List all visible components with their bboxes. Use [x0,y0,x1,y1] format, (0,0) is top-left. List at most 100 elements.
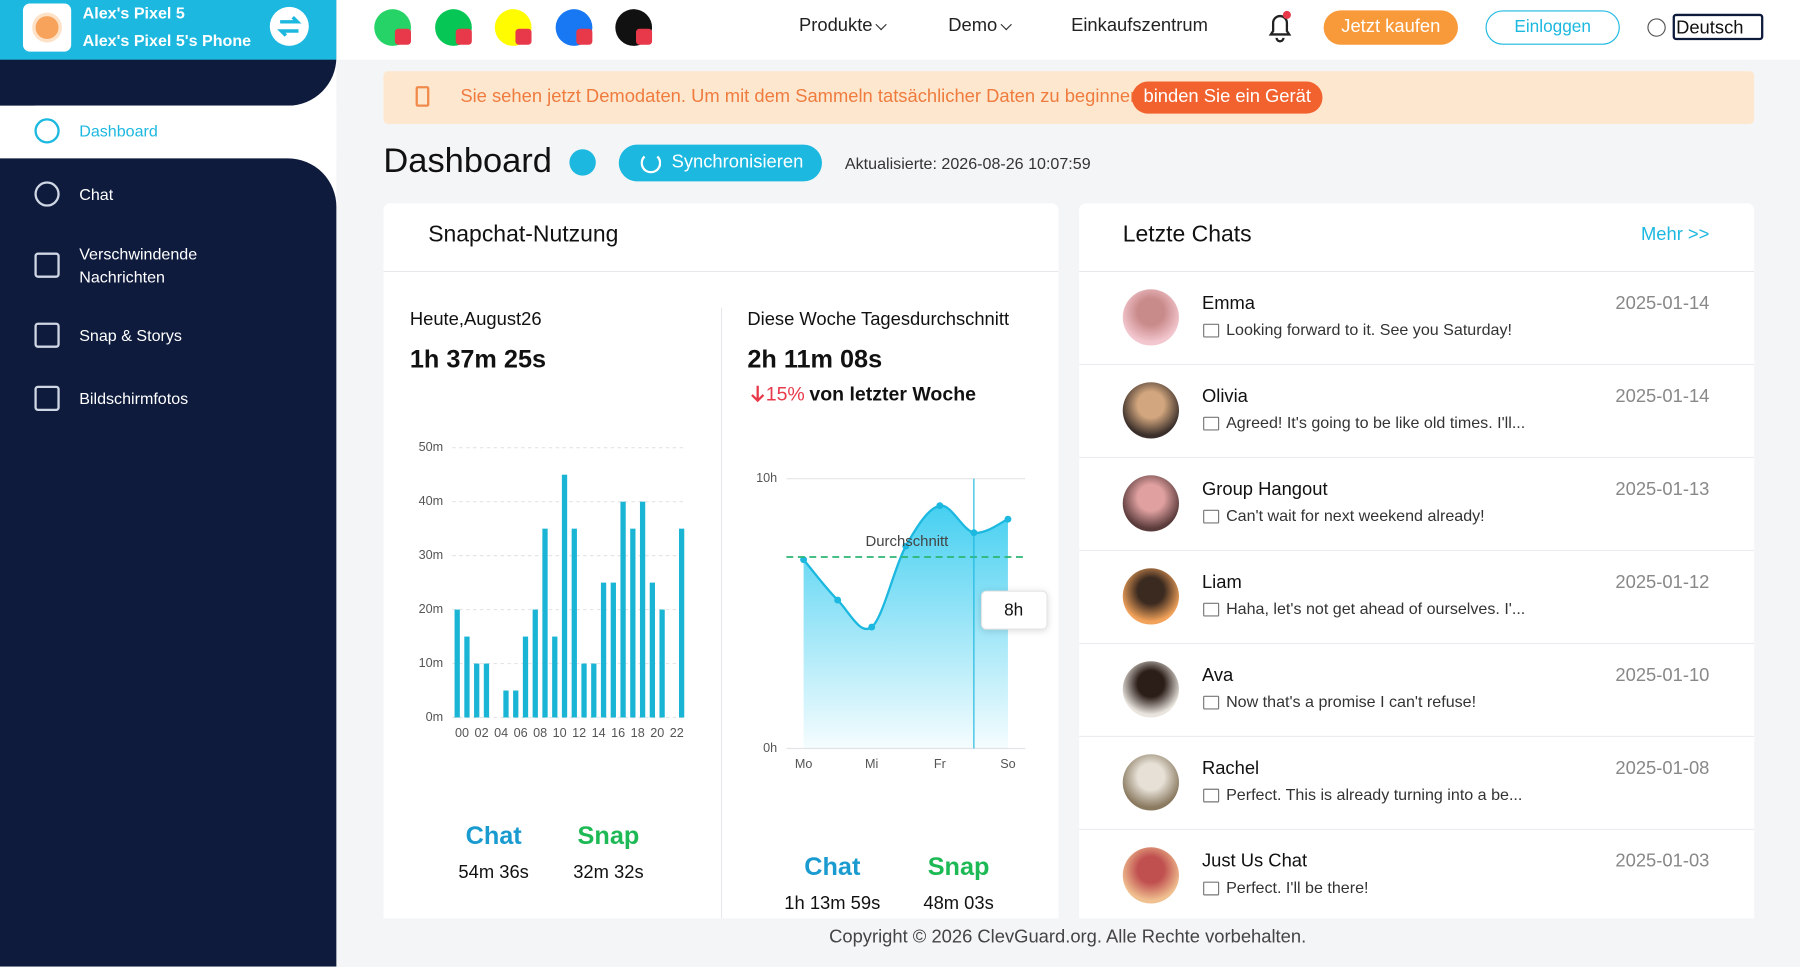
x-tick-label: 00 [455,726,469,740]
y-tick-label: 30m [419,548,444,562]
chat-name: Liam [1201,572,1242,593]
x-tick-label: 10 [553,726,567,740]
chat-row[interactable]: Olivia Agreed! It's going to be like old … [1079,365,1755,459]
buy-button[interactable]: Jetzt kaufen [1323,10,1458,45]
x-tick-label: 06 [514,726,528,740]
gift-badge [455,28,472,45]
nav-item[interactable]: Produkte [799,16,873,36]
more-link[interactable]: Mehr >> [1640,225,1710,245]
y-tick-label: 10h [756,471,777,485]
switch-device[interactable] [269,6,309,46]
bell-icon [1268,10,1292,43]
menu-icon [34,385,60,411]
message-icon [1203,881,1220,896]
banner-text: Sie sehen jetzt Demodaten. Um mit dem Sa… [460,87,1146,107]
chat-message: Looking forward to it. See you Saturday! [1226,320,1512,339]
sync-icon [640,152,662,174]
language-select[interactable]: Deutsch [1672,13,1764,41]
message-icon [1203,416,1220,431]
footer: Copyright © 2026 ClevGuard.org. Alle Rec… [829,927,1307,948]
avatar [1122,568,1179,625]
bell[interactable] [1265,9,1295,43]
chat-name: Ava [1201,665,1234,686]
tooltip-text: 8h [1004,599,1023,619]
chat-date: 2025-01-12 [1615,572,1710,593]
device-name: Alex's Pixel 5 [82,3,185,22]
avatar [1122,382,1179,439]
bar [630,528,636,718]
usage-label: Heute,August26 [409,309,542,330]
chat-date: 2025-01-14 [1615,386,1710,407]
x-tick-label: 20 [650,726,664,740]
chat-row[interactable]: Just Us Chat Perfect. I'll be there! 2025-… [1079,830,1754,918]
change-percent: 15% [765,383,805,406]
usage-total: 1h 37m 25s [409,344,547,374]
avatar [1122,754,1179,811]
chat-message: Now that's a promise I can't refuse! [1226,692,1477,711]
banner-icon [415,86,430,107]
change-arrow-icon [751,385,765,403]
chat-date: 2025-01-08 [1615,758,1710,779]
chat-row[interactable]: Group Hangout Can't wait for next weekend… [1079,458,1755,552]
chat-row[interactable]: Liam Haha, let's not get ahead of ourselv… [1079,551,1755,645]
login-button[interactable]: Einloggen [1485,10,1620,45]
tooltip-box [980,590,1048,630]
bar [483,663,490,718]
card-divider [383,270,1059,273]
bar [503,690,509,718]
chat-name: Emma [1201,293,1256,314]
gift-badge [515,28,532,45]
point [1004,515,1012,523]
nav-item[interactable]: Einkaufszentrum [1071,16,1208,36]
card-title: Letzte Chats [1122,222,1252,248]
info-icon[interactable] [569,149,596,176]
point [868,623,876,631]
chat-row[interactable]: Emma Looking forward to it. See you Satur… [1079,272,1755,366]
chat-date: 2025-01-10 [1615,665,1710,686]
chat-label: Chat [465,820,522,850]
menu-item[interactable]: Snap & Storys [79,326,182,345]
x-tick-label: 02 [475,726,489,740]
device-phone: Alex's Pixel 5's Phone [82,30,252,50]
bar [513,690,519,718]
bind-button[interactable]: binden Sie ein Gerät [1131,81,1323,114]
message-icon [1203,602,1220,617]
bar [454,609,460,718]
chat-date: 2025-01-13 [1615,479,1710,500]
device-avatar-dot [35,16,59,40]
nav-item[interactable]: Demo [948,16,998,36]
average-label: Durchschnitt [865,533,949,550]
area [803,505,1008,749]
avatar [1122,661,1179,718]
y-tick-label: 40m [419,494,444,508]
menu-item[interactable]: Verschwindende Nachrichten [79,244,198,286]
x-tick-label: 14 [592,726,606,740]
usage-total: 2h 11m 08s [747,344,883,374]
menu-item[interactable]: Bildschirmfotos [79,389,189,408]
bar [464,636,470,718]
avatar [1122,289,1179,346]
updated-text: Aktualisierte: 2026-08-26 10:07:59 [844,153,1091,173]
x-tick-label: 12 [572,726,586,740]
bar [542,528,548,718]
bar [639,501,646,718]
snap-label: Snap [927,851,990,881]
point [834,596,842,604]
y-tick-label: 10m [419,656,444,670]
avatar [1122,475,1179,532]
menu-item[interactable]: Dashboard [79,121,158,141]
menu-item[interactable]: Chat [79,184,114,204]
usage-label: Diese Woche Tagesdurchschnitt [747,309,1010,330]
message-icon [1203,509,1220,524]
x-tick-label: 22 [670,726,684,740]
chat-row[interactable]: Ava Now that's a promise I can't refuse! 2… [1079,644,1755,738]
globe-icon [1647,18,1666,37]
bar [474,663,480,718]
point [936,502,944,510]
chat-row[interactable]: Rachel Perfect. This is already turning i… [1079,737,1755,831]
y-tick-label: 50m [419,440,444,454]
bar [581,663,587,718]
bar [552,636,558,718]
bar [591,663,597,718]
chat-date: 2025-01-03 [1615,851,1710,872]
